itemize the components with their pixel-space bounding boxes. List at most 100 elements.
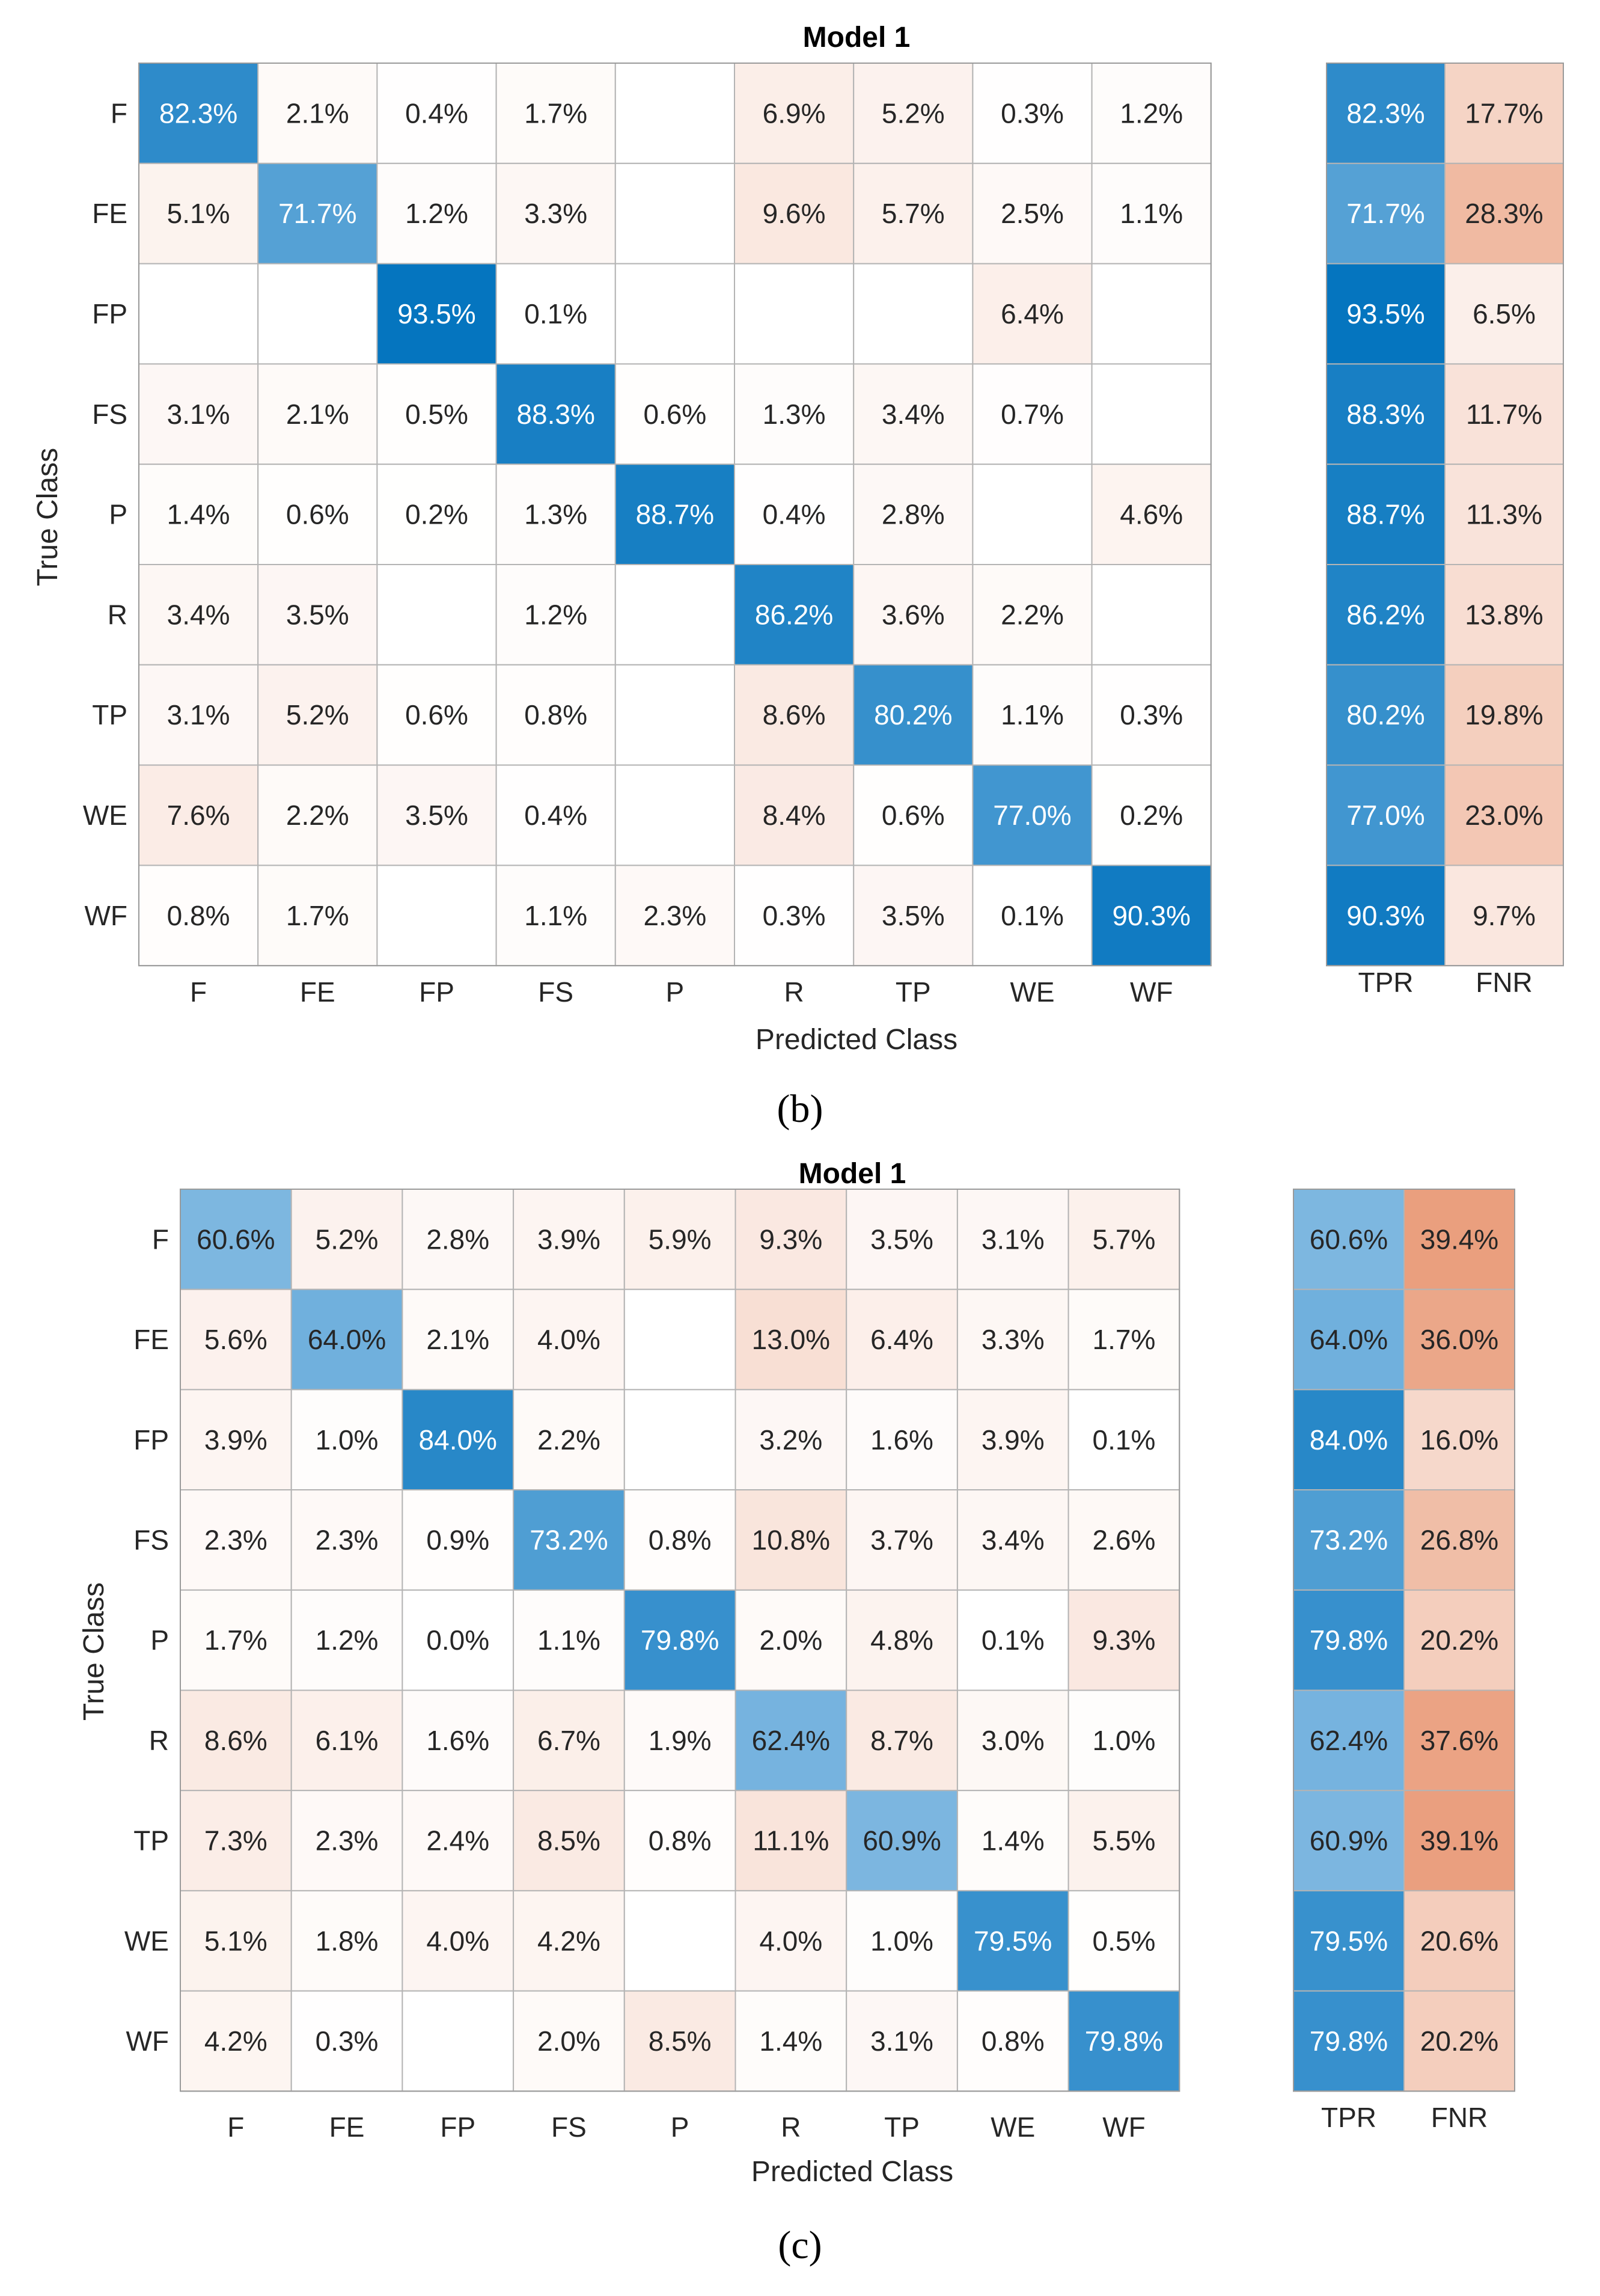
panel-c-cell-R-WF (1067, 1689, 1180, 1792)
panel-b-cell-TP-F (138, 664, 259, 766)
panel-c-cell-R-P (623, 1689, 736, 1792)
panel-b-cell-FS-R (734, 363, 855, 465)
panel-b-cell-WE-FE (257, 764, 378, 866)
panel-b-cell-label-FS-FE: 2.1% (286, 399, 349, 430)
panel-b-cell-label-WF-WE: 0.1% (1001, 900, 1064, 931)
panel-c-cell-label-WE-TP: 1.0% (870, 1925, 933, 1956)
panel-b-cell-FE-WE (972, 162, 1093, 265)
panel-c-cell-label-WF-WE: 0.8% (982, 2025, 1045, 2057)
panel-c-tpr-cell-WE (1293, 1890, 1405, 1992)
panel-b-cell-FP-TP (853, 263, 974, 365)
panel-b-cell-FP-P (614, 263, 735, 365)
panel-c-cell-label-FS-WF: 2.6% (1093, 1524, 1156, 1555)
panel-c-cell-label-WE-F: 5.1% (204, 1925, 267, 1956)
panel-b-cell-FE-FE (257, 162, 378, 265)
panel-c-cell-F-WE (956, 1189, 1069, 1290)
panel-b-cell-label-FE-FP: 1.2% (405, 198, 468, 229)
panel-c-ytick-TP: TP (133, 1825, 169, 1857)
panel-c-cell-label-WE-FS: 4.2% (537, 1925, 600, 1956)
panel-b-cell-WF-WF (1091, 865, 1212, 967)
panel-c-cell-label-F-FS: 3.9% (537, 1223, 600, 1255)
panel-c-cell-label-F-WF: 5.7% (1093, 1223, 1156, 1255)
panel-b-cell-WF-FS (495, 865, 616, 967)
panel-c-cell-label-P-F: 1.7% (204, 1624, 267, 1656)
panel-c-cell-label-FP-FE: 1.0% (316, 1424, 379, 1456)
panel-c-cell-label-FE-WE: 3.3% (982, 1324, 1045, 1355)
panel-c-cell-FP-P (623, 1389, 736, 1491)
panel-c-cell-R-FE (290, 1689, 403, 1792)
panel-b-cell-label-WF-FE: 1.7% (286, 900, 349, 931)
panel-b-cell-FS-F (138, 363, 259, 465)
panel-c-cell-FP-FE (290, 1389, 403, 1491)
panel-c-xtick-R: R (781, 2111, 801, 2143)
panel-b-cell-F-WE (972, 63, 1093, 164)
panel-c-tpr-label-R: 62.4% (1310, 1725, 1388, 1756)
panel-b-cell-label-TP-R: 8.6% (763, 699, 826, 730)
panel-c-cell-FE-FS (513, 1288, 625, 1391)
panel-b-cell-P-TP (853, 464, 974, 566)
panel-c-cell-FE-WF (1067, 1288, 1180, 1391)
panel-c-cell-FS-P (623, 1489, 736, 1591)
panel-c-cell-label-WF-F: 4.2% (204, 2025, 267, 2057)
panel-b-cell-F-FS (495, 63, 616, 164)
panel-c-cell-FP-TP (846, 1389, 958, 1491)
panel-c-cell-FS-WF (1067, 1489, 1180, 1591)
panel-c-cell-WE-FS (513, 1890, 625, 1992)
panel-b-tpr-cell-FS (1326, 363, 1446, 465)
panel-c-tpr-label-FS: 73.2% (1310, 1524, 1388, 1555)
panel-b-ytick-FE: FE (92, 198, 127, 229)
panel-c-cell-WF-WE (956, 1990, 1069, 2092)
panel-c-cell-FE-F (180, 1288, 292, 1391)
panel-c-cell-label-WE-WF: 0.5% (1093, 1925, 1156, 1956)
panel-c: Model 1 Predicted Class True Class (c) 6… (78, 1158, 1515, 2267)
panel-b-ytick-R: R (108, 599, 127, 630)
panel-c-cell-label-F-FP: 2.8% (426, 1223, 489, 1255)
panel-c-cell-label-R-F: 8.6% (204, 1725, 267, 1756)
panel-b-cell-TP-R (734, 664, 855, 766)
panel-b-cell-P-WF (1091, 464, 1212, 566)
panel-c-cell-P-FE (290, 1589, 403, 1691)
panel-c-cell-R-F (180, 1689, 292, 1792)
panel-b-cell-FE-WF (1091, 162, 1212, 265)
panel-b-xtick-R: R (784, 976, 804, 1008)
panel-b-cell-label-TP-F: 3.1% (167, 699, 230, 730)
panel-c-cell-label-P-P: 79.8% (641, 1624, 719, 1656)
panel-b-cell-label-R-F: 3.4% (167, 599, 230, 630)
panel-b-cell-label-TP-FP: 0.6% (405, 699, 468, 730)
panel-c-cell-label-WF-WF: 79.8% (1085, 2025, 1163, 2057)
panel-b-cell-label-WE-WE: 77.0% (993, 800, 1071, 831)
panel-b-tpr-cell-P (1326, 464, 1446, 566)
panel-c-cell-label-FS-P: 0.8% (649, 1524, 712, 1555)
panel-b-tpr-label-TP: 80.2% (1346, 699, 1424, 730)
panel-c-tpr-cell-R (1293, 1689, 1405, 1792)
panel-b-tpr-label-F: 82.3% (1346, 97, 1424, 129)
panel-c-cell-R-R (734, 1689, 847, 1792)
panel-c-cell-label-FE-R: 13.0% (752, 1324, 830, 1355)
panel-b-cell-WE-WE (972, 764, 1093, 866)
panel-c-fnr-label-TP: 39.1% (1420, 1825, 1498, 1857)
panel-b-cell-WE-P (614, 764, 735, 866)
panel-b-xtick-WF: WF (1130, 976, 1173, 1008)
panel-b-cell-label-FP-FP: 93.5% (397, 298, 475, 329)
panel-b-cell-WE-R (734, 764, 855, 866)
panel-b-tpr-cell-R (1326, 564, 1446, 666)
panel-c-cell-label-FP-WE: 3.9% (982, 1424, 1045, 1456)
panel-b-cell-WF-FE (257, 865, 378, 967)
panel-b-cell-label-FS-WE: 0.7% (1001, 399, 1064, 430)
panel-c-cell-label-R-FP: 1.6% (426, 1725, 489, 1756)
panel-b-cell-label-WE-WF: 0.2% (1120, 800, 1183, 831)
panel-b-cell-label-R-FS: 1.2% (524, 599, 587, 630)
panel-c-cell-label-FP-WF: 0.1% (1093, 1424, 1156, 1456)
panel-b-cell-TP-TP (853, 664, 974, 766)
panel-c-summary-label-fnr: FNR (1431, 2102, 1488, 2133)
panel-b-ytick-WF: WF (84, 900, 127, 931)
panel-c-cell-WE-R (734, 1890, 847, 1992)
panel-c-tpr-label-FE: 64.0% (1310, 1324, 1388, 1355)
panel-b-cell-label-FE-R: 9.6% (763, 198, 826, 229)
panel-c-ytick-FE: FE (133, 1324, 169, 1355)
panel-c-tpr-label-F: 60.6% (1310, 1223, 1388, 1255)
panel-c-cell-label-FE-TP: 6.4% (870, 1324, 933, 1355)
panel-b-ylabel: True Class (32, 448, 64, 586)
panel-c-cell-label-R-FS: 6.7% (537, 1725, 600, 1756)
panel-c-cell-label-F-TP: 3.5% (870, 1223, 933, 1255)
